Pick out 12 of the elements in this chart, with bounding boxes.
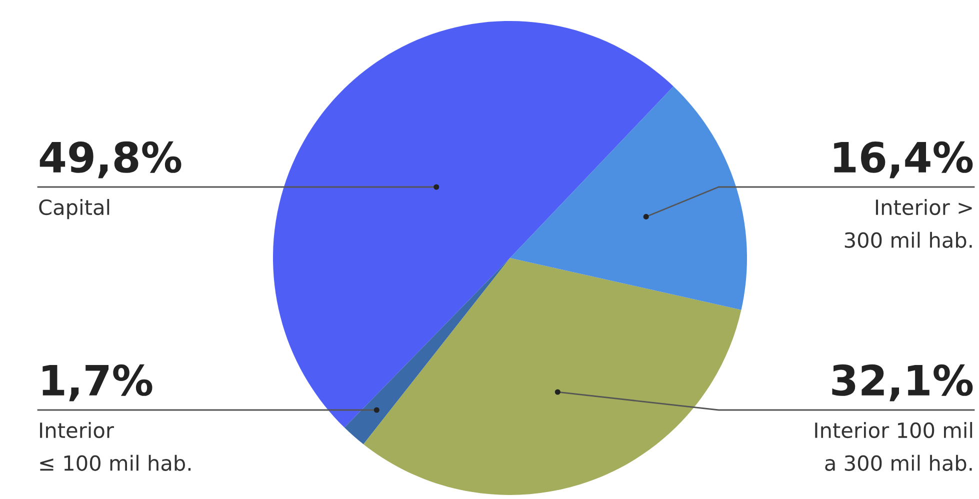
pie-slice: [344, 258, 510, 444]
slice-label: Interior ≤ 100 mil hab.: [40, 422, 191, 471]
data-label: 1,7%: [42, 364, 152, 402]
slice-label: Interior 100 mil a 300 mil hab.: [815, 422, 972, 471]
pie-slice: [510, 86, 747, 310]
slice-label: Capital: [39, 199, 110, 220]
pie-slice: [273, 21, 674, 428]
data-label: 32,1%: [832, 364, 973, 402]
data-label: 16,4%: [834, 141, 973, 178]
data-label: 49,8%: [40, 141, 182, 178]
pie-slice: [363, 258, 742, 495]
slice-label: Interior > 300 mil hab.: [844, 199, 972, 248]
